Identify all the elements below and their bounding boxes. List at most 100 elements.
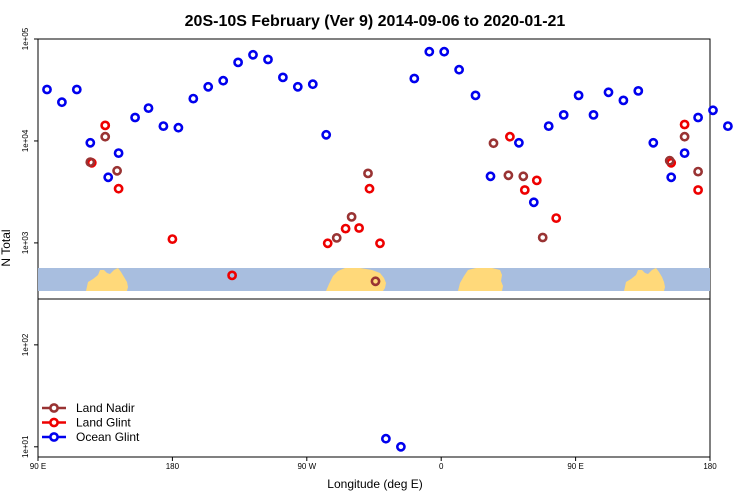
- ocean-glint-point: [173, 122, 184, 133]
- land-nadir-point: [503, 170, 514, 181]
- x-axis-label: Longitude (deg E): [327, 477, 422, 491]
- ocean-glint-point: [454, 64, 464, 75]
- ocean-glint-point: [42, 84, 52, 95]
- ocean-glint-point: [321, 129, 332, 140]
- ocean-glint-point: [618, 95, 629, 106]
- ocean-glint-point: [380, 433, 391, 444]
- land-nadir-point: [537, 232, 548, 243]
- land-south-america: [326, 268, 386, 291]
- land-glint-point: [531, 175, 542, 186]
- ocean-glint-point: [588, 110, 599, 120]
- y-tick-label: 1e+01: [21, 435, 30, 458]
- land-glint-point: [113, 183, 124, 194]
- ocean-glint-point: [218, 75, 229, 86]
- ocean-glint-point: [57, 97, 67, 108]
- x-tick-label: 180: [166, 462, 180, 471]
- y-axis: 1e+01 1e+02 1e+03 1e+04 1e+05: [21, 27, 38, 458]
- x-tick-label: 0: [439, 462, 444, 471]
- land-glint-point: [693, 185, 703, 195]
- land-africa: [458, 268, 503, 291]
- ocean-glint-point: [103, 172, 114, 183]
- land-glint-point: [679, 119, 690, 130]
- x-tick-label: 180: [703, 462, 717, 471]
- land-nadir-point: [693, 166, 703, 177]
- ocean-glint-point: [648, 137, 659, 148]
- ocean-glint-point: [528, 197, 539, 208]
- ocean-glint-point: [143, 103, 154, 113]
- ocean-glint-point: [603, 87, 614, 98]
- ocean-glint-point: [395, 441, 406, 452]
- land-nadir-point: [346, 211, 357, 222]
- x-tick-label: 90 E: [567, 462, 583, 471]
- ocean-glint-point: [307, 79, 318, 90]
- land-australia-right: [624, 268, 665, 291]
- x-tick-label: 90 W: [297, 462, 316, 471]
- ocean-glint-point: [723, 121, 733, 131]
- ocean-glint-point: [188, 93, 199, 104]
- legend-marker-ocean-glint: [49, 432, 59, 442]
- plot-frame: [37, 38, 711, 458]
- land-nadir-point: [85, 157, 96, 167]
- land-glint-point: [364, 183, 375, 194]
- chart-title: 20S-10S February (Ver 9) 2014-09-06 to 2…: [185, 13, 566, 30]
- ocean-glint-point: [263, 54, 273, 65]
- y-axis-label: N Total: [0, 229, 13, 266]
- ocean-glint-point: [409, 73, 420, 84]
- ocean-glint-point: [558, 110, 569, 120]
- ocean-glint-point: [71, 84, 82, 95]
- land-glint-point: [504, 131, 515, 142]
- land-nadir-point: [363, 168, 373, 179]
- land-nadir-point: [488, 138, 499, 149]
- land-glint-point: [551, 213, 562, 223]
- ocean-glint-point: [693, 112, 703, 123]
- land-nadir-point: [370, 276, 381, 287]
- ocean-glint-point: [470, 90, 481, 101]
- ocean-glint-point: [573, 90, 584, 101]
- ocean-glint-point: [292, 81, 303, 92]
- land-glint-point: [354, 223, 364, 233]
- legend-marker-land-glint: [49, 417, 59, 428]
- ocean-glint-point: [679, 148, 690, 158]
- ocean-glint-point: [113, 148, 124, 158]
- land-nadir-point: [679, 131, 690, 142]
- land-glint-point: [322, 238, 333, 249]
- ocean-glint-point: [708, 105, 718, 116]
- land-glint-point: [340, 223, 351, 234]
- ocean-glint-point: [514, 137, 524, 148]
- legend-label-ocean-glint: Ocean Glint: [76, 430, 140, 444]
- land-glint-point: [375, 238, 385, 249]
- land-glint-point: [519, 185, 530, 195]
- y-tick-label: 1e+05: [21, 27, 30, 50]
- land-nadir-point: [100, 131, 111, 142]
- ocean-glint-point: [633, 86, 644, 96]
- land-australia-left: [86, 268, 128, 291]
- land-glint-point: [100, 120, 111, 131]
- land-glint-point: [227, 270, 237, 281]
- ocean-glint-point: [277, 72, 288, 83]
- legend-marker-land-nadir: [49, 403, 59, 413]
- land-nadir-point: [331, 232, 342, 243]
- data-points: [42, 46, 733, 452]
- land-nadir-point: [112, 165, 122, 176]
- ocean-glint-point: [485, 171, 496, 182]
- ocean-glint-point: [424, 46, 435, 57]
- x-axis: 90 E 180 90 W 0 90 E 180: [30, 457, 717, 471]
- map-strip: [38, 268, 710, 291]
- ocean-glint-point: [85, 137, 96, 148]
- legend-label-land-glint: Land Glint: [76, 416, 131, 430]
- ocean-glint-point: [203, 81, 214, 92]
- x-tick-label: 90 E: [30, 462, 46, 471]
- ocean-glint-point: [233, 57, 243, 68]
- ocean-glint-point: [248, 49, 258, 60]
- y-tick-label: 1e+04: [21, 129, 30, 152]
- ocean-glint-point: [130, 112, 140, 123]
- ocean-glint-point: [439, 46, 450, 57]
- legend-label-land-nadir: Land Nadir: [76, 401, 135, 415]
- land-glint-point: [167, 234, 178, 244]
- ocean-glint-point: [543, 121, 554, 131]
- y-tick-label: 1e+02: [21, 333, 30, 356]
- ocean-glint-point: [158, 121, 169, 131]
- land-nadir-point: [664, 155, 675, 166]
